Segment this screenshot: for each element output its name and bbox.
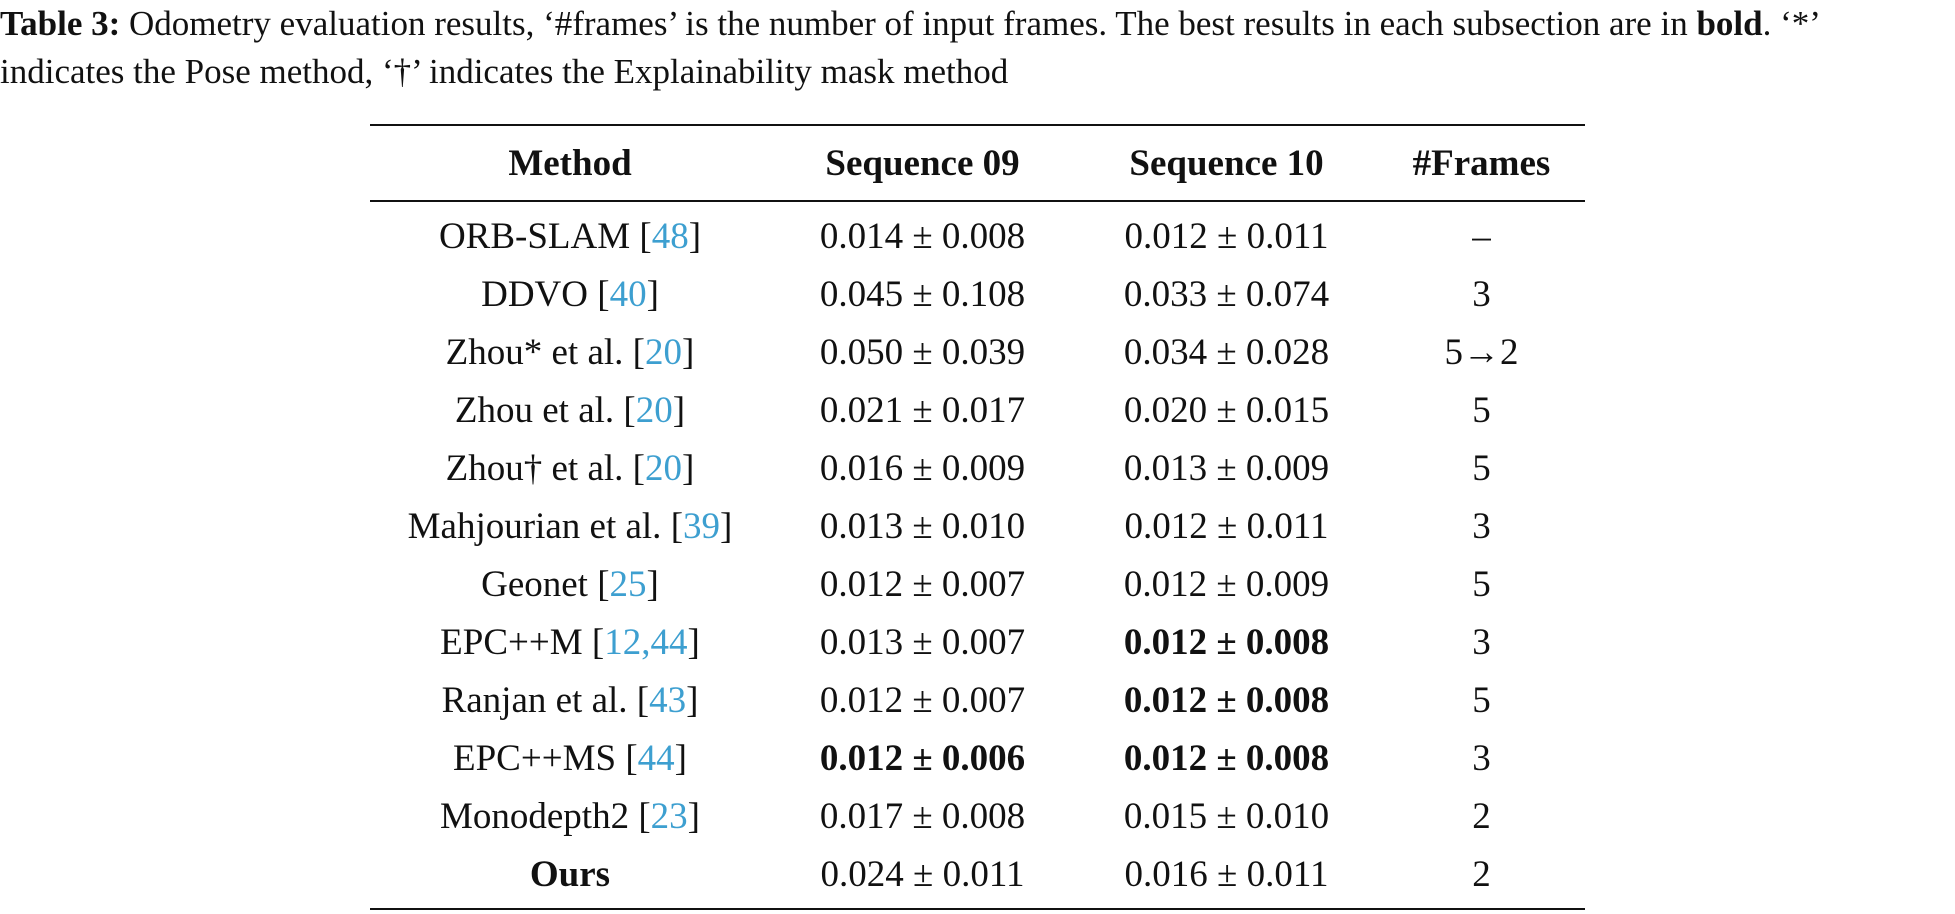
seq10-cell: 0.013 ± 0.009: [1123, 448, 1330, 489]
header-frames: #Frames: [1412, 142, 1551, 184]
table-row: ORB-SLAM [48] 0.014 ± 0.008 0.012 ± 0.01…: [370, 208, 1585, 266]
header-sequence-10: Sequence 10: [1129, 142, 1324, 184]
seq10-cell: 0.034 ± 0.028: [1123, 332, 1330, 373]
citation-link[interactable]: 20: [645, 332, 682, 373]
seq10-cell-best: 0.012 ± 0.008: [1123, 622, 1330, 663]
citation-link[interactable]: 25: [609, 564, 647, 605]
seq09-cell: 0.012 ± 0.007: [819, 680, 1026, 721]
seq10-cell-best: 0.012 ± 0.008: [1123, 680, 1330, 721]
table-row: Geonet [25] 0.012 ± 0.007 0.012 ± 0.009 …: [370, 556, 1585, 614]
seq09-cell: 0.050 ± 0.039: [819, 332, 1026, 373]
frames-cell: 5: [1472, 680, 1491, 721]
table-row: Mahjourian et al. [39] 0.013 ± 0.010 0.0…: [370, 498, 1585, 556]
seq09-cell: 0.045 ± 0.108: [819, 274, 1026, 315]
citation-link[interactable]: 12,44: [604, 622, 688, 663]
seq09-cell-best: 0.012 ± 0.006: [819, 738, 1026, 779]
table-header-row: Method Sequence 09 Sequence 10 #Frames: [370, 126, 1585, 200]
frames-cell: 5: [1472, 448, 1491, 489]
citation-link[interactable]: 44: [637, 738, 675, 779]
seq10-cell: 0.012 ± 0.011: [1124, 216, 1329, 257]
table-row: Monodepth2 [23] 0.017 ± 0.008 0.015 ± 0.…: [370, 788, 1585, 846]
frames-cell: 5→2: [1444, 332, 1519, 373]
seq10-cell: 0.016 ± 0.011: [1124, 854, 1329, 895]
citation-link[interactable]: 20: [645, 448, 682, 489]
caption-text-2: . ‘*’ indicates the Pose method, ‘†’ ind…: [0, 4, 1819, 91]
method-cell-ours: Ours: [529, 854, 611, 895]
table-row: EPC++M [12,44] 0.013 ± 0.007 0.012 ± 0.0…: [370, 614, 1585, 672]
citation-link[interactable]: 39: [683, 506, 721, 547]
caption-text-1: Odometry evaluation results, ‘#frames’ i…: [120, 4, 1697, 43]
seq09-cell: 0.014 ± 0.008: [819, 216, 1026, 257]
caption-bold-word: bold: [1696, 4, 1763, 43]
seq09-cell: 0.012 ± 0.007: [819, 564, 1026, 605]
method-cell: Ranjan et al. [43]: [441, 680, 699, 721]
method-cell: Zhou et al. [20]: [454, 390, 686, 431]
seq10-cell: 0.020 ± 0.015: [1123, 390, 1330, 431]
method-cell: Geonet [25]: [481, 564, 659, 605]
frames-cell: 3: [1472, 622, 1491, 663]
header-sequence-09: Sequence 09: [825, 142, 1020, 184]
citation-link[interactable]: 43: [649, 680, 687, 721]
citation-link[interactable]: 40: [609, 274, 647, 315]
frames-cell: 3: [1472, 274, 1491, 315]
seq10-cell: 0.012 ± 0.009: [1123, 564, 1330, 605]
caption-label: Table 3:: [0, 4, 121, 43]
table-row: Zhou* et al. [20] 0.050 ± 0.039 0.034 ± …: [370, 324, 1585, 382]
top-rule: [370, 124, 1585, 126]
table-row: Zhou† et al. [20] 0.016 ± 0.009 0.013 ± …: [370, 440, 1585, 498]
table-row: DDVO [40] 0.045 ± 0.108 0.033 ± 0.074 3: [370, 266, 1585, 324]
frames-cell: –: [1472, 216, 1491, 257]
header-method: Method: [508, 142, 632, 184]
frames-cell: 5: [1472, 564, 1491, 605]
method-cell: EPC++M [12,44]: [440, 622, 700, 663]
mid-rule: [370, 200, 1585, 202]
frames-cell: 2: [1472, 854, 1491, 895]
method-cell: Mahjourian et al. [39]: [407, 506, 733, 547]
seq10-cell: 0.015 ± 0.010: [1123, 796, 1330, 837]
table-row-ours: Ours 0.024 ± 0.011 0.016 ± 0.011 2: [370, 846, 1585, 904]
table-row: Zhou et al. [20] 0.021 ± 0.017 0.020 ± 0…: [370, 382, 1585, 440]
bottom-rule: [370, 907, 1585, 910]
odometry-table: Method Sequence 09 Sequence 10 #Frames O…: [370, 124, 1585, 910]
frames-cell: 3: [1472, 738, 1491, 779]
method-cell: EPC++MS [44]: [453, 738, 687, 779]
frames-cell: 5: [1472, 390, 1491, 431]
seq10-cell: 0.033 ± 0.074: [1123, 274, 1330, 315]
table-row: Ranjan et al. [43] 0.012 ± 0.007 0.012 ±…: [370, 672, 1585, 730]
method-cell: DDVO [40]: [481, 274, 659, 315]
frames-cell: 3: [1472, 506, 1491, 547]
method-cell: Monodepth2 [23]: [439, 796, 700, 837]
method-cell: Zhou* et al. [20]: [445, 332, 695, 373]
citation-link[interactable]: 20: [635, 390, 673, 431]
seq10-cell: 0.012 ± 0.011: [1124, 506, 1329, 547]
seq09-cell: 0.024 ± 0.011: [820, 854, 1025, 895]
seq09-cell: 0.013 ± 0.010: [819, 506, 1026, 547]
seq09-cell: 0.021 ± 0.017: [819, 390, 1026, 431]
citation-link[interactable]: 23: [650, 796, 688, 837]
table-row: EPC++MS [44] 0.012 ± 0.006 0.012 ± 0.008…: [370, 730, 1585, 788]
table-caption: Table 3: Odometry evaluation results, ‘#…: [0, 0, 1950, 96]
seq09-cell: 0.017 ± 0.008: [819, 796, 1026, 837]
citation-link[interactable]: 48: [651, 216, 689, 257]
method-cell: Zhou† et al. [20]: [445, 448, 695, 489]
method-cell: ORB-SLAM [48]: [438, 216, 702, 257]
seq09-cell: 0.013 ± 0.007: [819, 622, 1026, 663]
seq10-cell-best: 0.012 ± 0.008: [1123, 738, 1330, 779]
frames-cell: 2: [1472, 796, 1491, 837]
seq09-cell: 0.016 ± 0.009: [819, 448, 1026, 489]
